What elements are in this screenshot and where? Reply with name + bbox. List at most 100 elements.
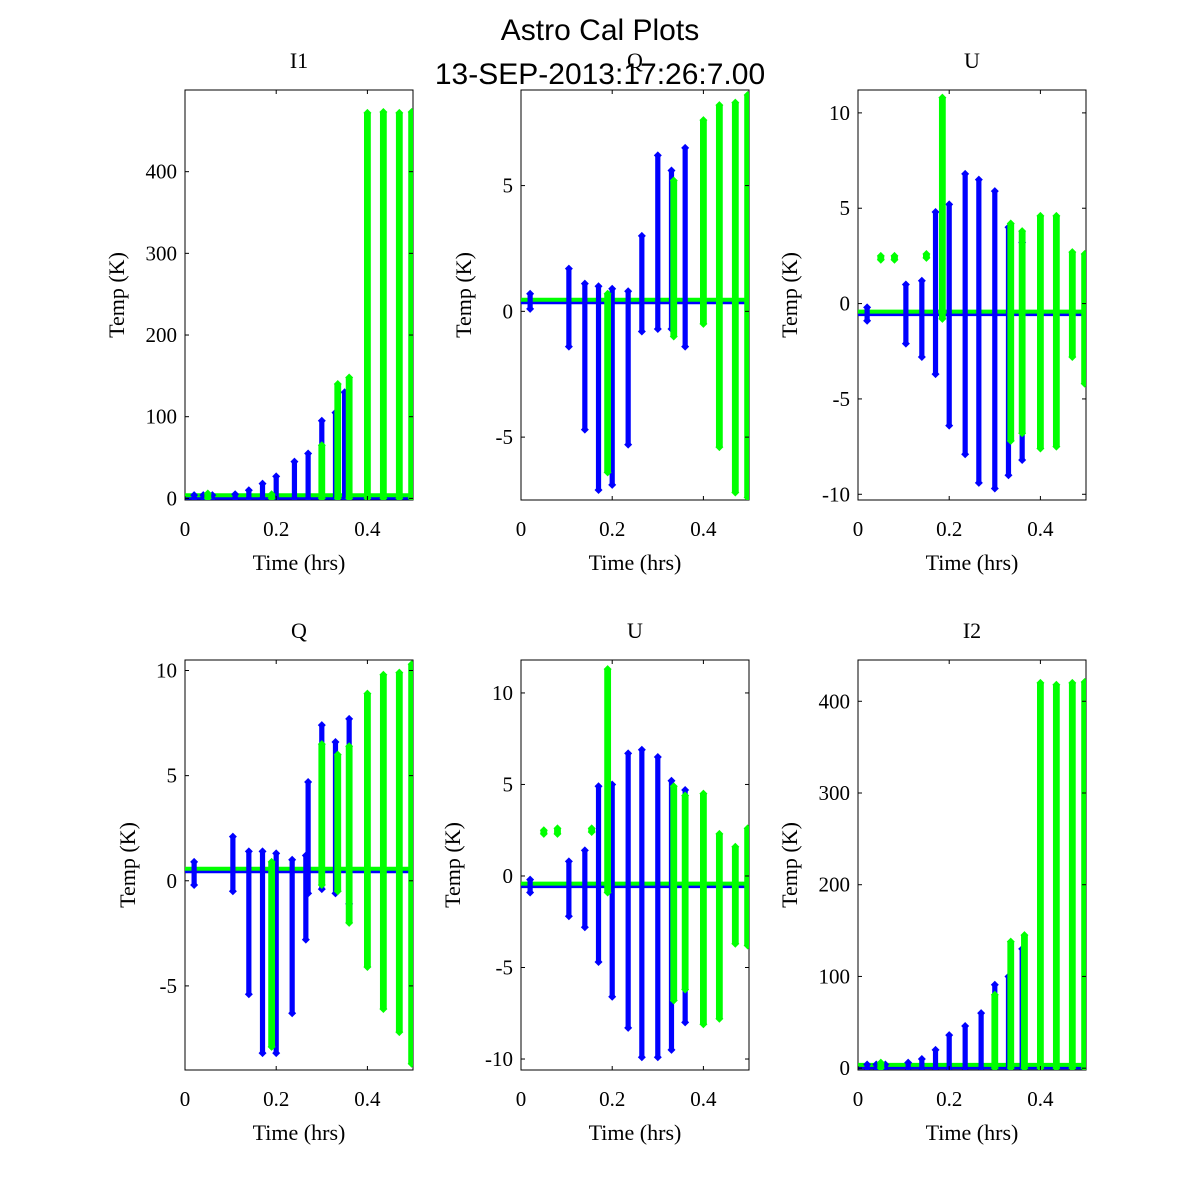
x-axis-label: Time (hrs) [926,550,1019,575]
green-point-4-min [603,888,612,897]
green-point-column-6 [379,674,387,1010]
green-point-8-min [407,1059,413,1068]
blue-point-column-8 [992,191,998,489]
y-axis-label: Temp (K) [777,822,802,908]
x-tick-label: 0 [516,1087,527,1111]
blue-point-1-min [190,880,199,889]
green-point-4-max [938,93,947,102]
blue-point-5-max [272,849,281,858]
x-tick-label: 0.2 [263,517,289,541]
blue-point-4-max [594,782,603,791]
y-tick-label: 200 [819,873,851,897]
blue-point-3-min [917,352,926,361]
blue-point-column-8 [962,1025,968,1069]
green-point-9-max [407,108,413,117]
green-point-5-min [731,488,740,497]
blue-point-column-6 [625,291,631,445]
green-point-7-min [379,494,388,500]
y-tick-label: 0 [840,292,851,316]
green-point-5-max [669,782,678,791]
blue-point-4-max [904,1058,913,1067]
subplot-2: 0 0.2 0.4 -5 0 5 Q Time (hrs) Temp (K) [451,48,750,575]
x-tick-label: 0.4 [690,517,717,541]
data-marks [185,108,413,500]
y-tick-label: -5 [833,387,851,411]
blue-point-6-max [288,855,297,864]
x-axis-label: Time (hrs) [589,550,682,575]
x-tick-label: 0 [516,517,527,541]
green-point-column-2 [670,180,678,337]
blue-point-3-max [580,279,589,288]
green-point-8-max [407,660,413,669]
blue-point-6-max [624,287,633,296]
blue-point-6-max [961,169,970,178]
green-point-3-max [699,116,708,125]
blue-point-4-min [258,1049,267,1058]
y-tick-label: -10 [822,482,850,506]
blue-point-4-max [931,208,940,217]
blue-point-7-max [637,745,646,754]
green-point-6-min [1018,429,1027,438]
blue-point-column-1 [527,879,533,893]
blue-point-2-max [564,264,573,273]
blue-point-column-2 [566,861,572,917]
green-point-5-min [363,962,372,971]
blue-point-2-min [228,887,237,896]
x-tick-label: 0 [180,517,191,541]
blue-point-5-min [244,494,253,500]
green-point-6-min [379,1005,388,1014]
green-point-3-max [1006,937,1015,946]
blue-point-7-min [637,327,646,336]
green-point-column-3 [334,754,342,892]
green-point-column-4 [334,384,342,499]
green-point-column-9 [408,112,413,499]
data-marks [521,665,749,1062]
green-point-9-min [731,939,740,948]
subplot-title: Q [291,618,307,643]
green-point-column-5 [670,786,678,1001]
green-point-1-min [603,468,612,477]
y-tick-label: 100 [146,405,178,429]
green-point-6-min [681,985,690,994]
blue-point-5-max [917,1054,926,1063]
blue-point-6-min [624,1023,633,1032]
green-point-8-max [1080,678,1086,687]
green-point-2-max [669,176,678,185]
blue-point-2-max [564,857,573,866]
blue-point-5-min [608,992,617,1001]
y-tick-label: 0 [167,486,178,510]
blue-point-6-max [624,749,633,758]
blue-point-6-min [931,1064,940,1070]
blue-point-column-2 [566,268,572,347]
green-point-7-max [379,108,388,117]
blue-point-column-3 [246,851,252,995]
green-point-5-max [1006,219,1015,228]
green-point-column-7 [1037,215,1044,449]
green-point-6-min [743,493,749,500]
blue-point-10-max [317,416,326,425]
x-tick-label: 0 [853,517,864,541]
blue-point-column-5 [609,288,615,485]
green-point-6-max [363,108,372,117]
x-tick-label: 0 [180,1087,191,1111]
green-point-column-4 [715,105,723,448]
green-point-1-max [267,857,276,866]
subplot-title: I2 [963,618,981,643]
green-point-6-max [681,791,690,800]
blue-point-column-6 [625,753,631,1028]
blue-point-column-9 [978,1013,984,1069]
y-tick-label: -5 [160,974,178,998]
green-point-4-min [345,918,354,927]
green-point-2-max [990,990,999,999]
green-point-column-6 [681,795,689,990]
y-tick-label: 0 [503,299,514,323]
blue-point-column-7 [303,855,309,940]
green-point-9-max [731,842,740,851]
green-point-3-min [1006,1064,1015,1070]
x-axis-label: Time (hrs) [253,550,346,575]
blue-point-9-max [977,1009,986,1018]
y-axis-label: Temp (K) [440,822,465,908]
green-point-3-min [587,828,596,837]
green-point-6-max [1018,227,1027,236]
subplot-5: 0 0.2 0.4 -10 -5 0 5 10 U Time (hrs) Temp (K) [440,618,750,1145]
